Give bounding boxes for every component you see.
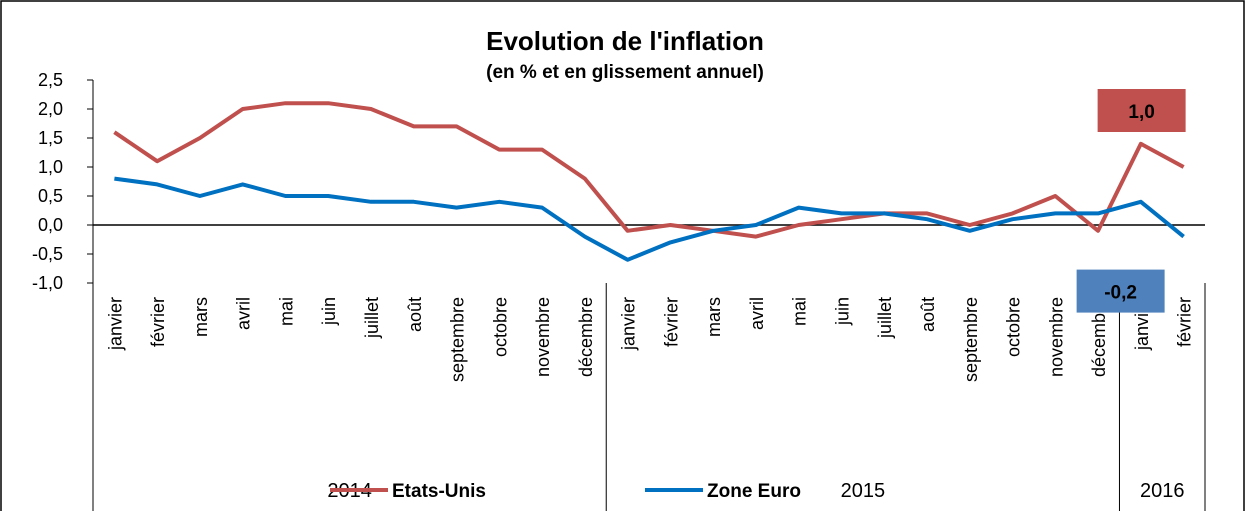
- legend-label: Etats-Unis: [392, 481, 486, 502]
- series-line: [113, 101, 1185, 239]
- group-label: 2016: [1140, 480, 1185, 502]
- x-tick-label: décembre: [1089, 297, 1109, 377]
- data-label-box: [1076, 269, 1165, 313]
- y-tick-label: 1,0: [38, 157, 63, 177]
- y-tick-label: 1,5: [38, 128, 63, 148]
- legend-label: Zone Euro: [707, 481, 801, 502]
- x-tick-label: mai: [276, 297, 296, 326]
- x-tick-label: août: [918, 297, 938, 332]
- x-tick-label: décembre: [576, 297, 596, 377]
- x-tick-label: mars: [704, 297, 724, 337]
- x-tick-label: avril: [747, 297, 767, 330]
- x-tick-label: septembre: [961, 297, 981, 382]
- group-label: 2015: [841, 480, 886, 502]
- data-label: -0,2: [1104, 283, 1137, 304]
- x-tick-label: novembre: [1046, 297, 1066, 377]
- x-tick-label: février: [661, 297, 681, 347]
- x-tick-label: février: [1175, 297, 1195, 347]
- x-tick-label: août: [405, 297, 425, 332]
- x-tick-label: mai: [790, 297, 810, 326]
- series-line: [114, 176, 1185, 262]
- x-tick-label: juin: [832, 297, 852, 326]
- y-tick-label: -0,5: [32, 244, 63, 264]
- y-tick-label: -1,0: [32, 273, 63, 293]
- x-tick-label: juillet: [362, 297, 382, 339]
- x-tick-label: janvier: [105, 297, 125, 351]
- data-label: 1,0: [1128, 102, 1154, 123]
- x-tick-label: janvier: [619, 297, 639, 351]
- chart-subtitle: (en % et en glissement annuel): [486, 62, 764, 83]
- x-tick-label: juillet: [875, 297, 895, 339]
- x-tick-label: juin: [319, 297, 339, 326]
- x-tick-label: février: [148, 297, 168, 347]
- x-tick-label: octobre: [1004, 297, 1024, 357]
- y-tick-label: 0,0: [38, 215, 63, 235]
- chart-title: Evolution de l'inflation: [486, 26, 764, 56]
- y-tick-label: 2,5: [38, 70, 63, 90]
- x-tick-label: octobre: [490, 297, 510, 357]
- data-label-box: [1097, 89, 1186, 132]
- x-tick-label: novembre: [533, 297, 553, 377]
- y-tick-label: 2,0: [38, 99, 63, 119]
- x-tick-label: mars: [191, 297, 211, 337]
- x-tick-label: avril: [234, 297, 254, 330]
- y-tick-label: 0,5: [38, 186, 63, 206]
- x-tick-label: septembre: [448, 297, 468, 382]
